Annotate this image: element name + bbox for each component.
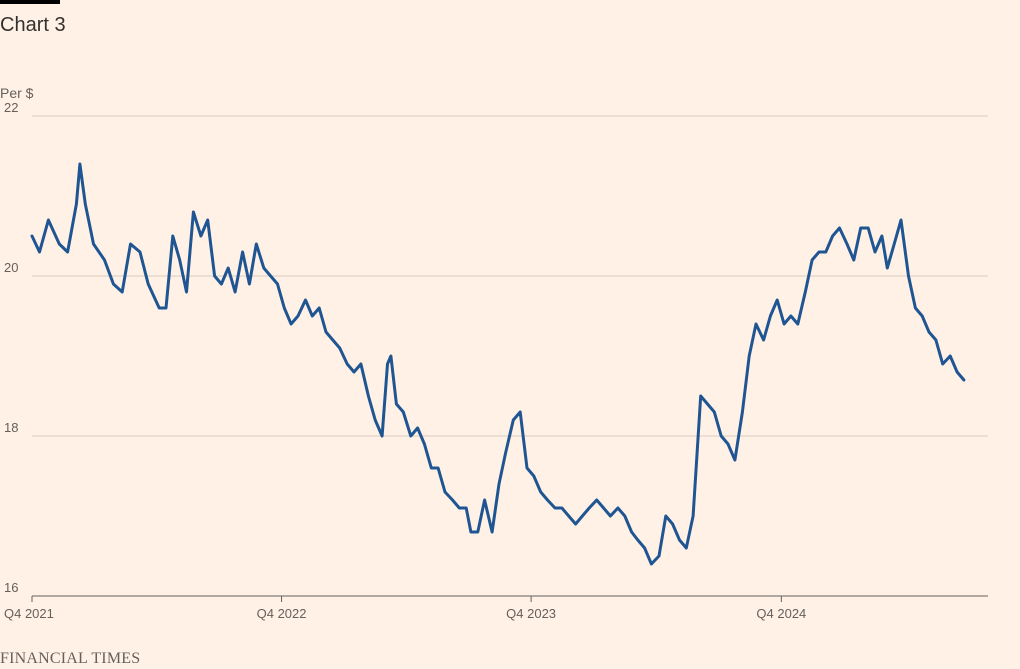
- y-tick-label-18: 18: [4, 420, 18, 435]
- source-credit: FINANCIAL TIMES: [0, 650, 141, 667]
- y-axis-unit-label: Per $: [0, 85, 34, 101]
- y-tick-label-20: 20: [4, 260, 18, 275]
- y-axis-ticks: 22 20 18 16: [4, 100, 18, 595]
- x-tick-label: Q4 2022: [257, 606, 307, 621]
- x-tick-label: Q4 2023: [506, 606, 556, 621]
- top-accent-rule: [0, 0, 60, 4]
- series-line-0: [30, 162, 966, 566]
- chart-title: Chart 3: [0, 14, 66, 36]
- x-tick-label: Q4 2024: [756, 606, 806, 621]
- x-axis: Q4 2021 Q4 2022 Q4 2023 Q4 2024: [4, 596, 806, 621]
- y-tick-label-16: 16: [4, 580, 18, 595]
- y-tick-label-22: 22: [4, 100, 18, 115]
- x-tick-label: Q4 2021: [4, 606, 54, 621]
- gridlines: [32, 115, 988, 597]
- series-layer: [30, 162, 966, 566]
